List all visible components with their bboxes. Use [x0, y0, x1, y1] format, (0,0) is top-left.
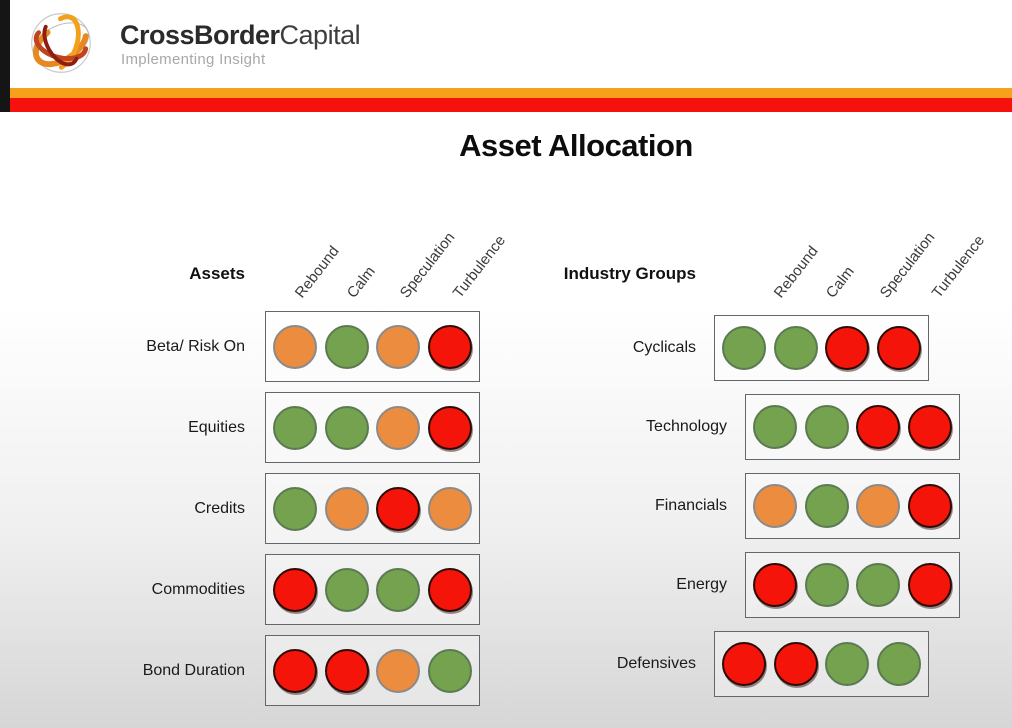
signal-circle-green: [856, 563, 901, 607]
signal-circle-green: [324, 567, 369, 612]
row-label: Commodities: [151, 580, 245, 598]
signal-circle-green: [273, 486, 318, 531]
signal-circle-red: [773, 642, 818, 686]
row-label: Defensives: [616, 655, 696, 672]
signal-circle-green: [804, 484, 849, 528]
signal-circle-red: [825, 326, 870, 370]
regime-label-rebound: Rebound: [770, 242, 822, 302]
signal-circle-red: [753, 563, 798, 607]
signal-circle-green: [773, 326, 818, 370]
signal-circle-red: [427, 567, 472, 612]
logo-tagline: Implementing Insight: [121, 51, 266, 68]
signal-circle-orange: [273, 324, 318, 369]
signal-circle-orange: [376, 405, 421, 450]
matrix-row: Technology: [481, 394, 960, 460]
signal-circle-red: [376, 486, 421, 531]
signal-box: [745, 394, 960, 460]
row-label: Credits: [194, 499, 245, 517]
industry-groups-header: Industry Groups: [563, 264, 696, 283]
signal-circle-green: [825, 642, 870, 686]
matrix-row: Financials: [481, 473, 960, 539]
matrix-row: Energy: [481, 552, 960, 618]
signal-box: [265, 554, 480, 625]
signal-box: [714, 631, 929, 697]
regime-label-calm: Calm: [822, 263, 858, 302]
signal-circle-red: [856, 405, 901, 449]
row-label: Energy: [676, 576, 727, 593]
signal-circle-green: [753, 405, 798, 449]
signal-circle-red: [273, 567, 318, 612]
signal-box: [265, 311, 480, 382]
signal-circle-orange: [427, 486, 472, 531]
row-label: Equities: [188, 418, 245, 436]
screen-edge-strip: [0, 0, 10, 112]
company-logo: CrossBorderCapital Implementing Insight: [22, 4, 382, 82]
signal-circle-red: [907, 484, 952, 528]
signal-circle-red: [273, 648, 318, 693]
logo-wordmark: CrossBorderCapital: [120, 20, 361, 51]
signal-circle-orange: [376, 648, 421, 693]
assets-matrix: Beta/ Risk On Equities Credits Commodities B…: [0, 311, 480, 706]
page-title: Asset Allocation: [459, 128, 693, 163]
row-label: Cyclicals: [632, 339, 696, 356]
signal-circle-red: [907, 563, 952, 607]
logo-swirl-icon: [31, 13, 91, 73]
row-label: Technology: [646, 418, 727, 435]
signal-circle-green: [376, 567, 421, 612]
signal-box: [714, 315, 929, 381]
industry-groups-matrix: Cyclicals Technology Financials Energy Defen…: [450, 315, 960, 697]
header-stripe-red: [10, 98, 1012, 112]
header-stripe-orange: [10, 88, 1012, 98]
signal-circle-red: [876, 326, 921, 370]
signal-circle-red: [907, 405, 952, 449]
regime-label-rebound: Rebound: [291, 242, 343, 302]
matrix-row: Equities: [0, 392, 480, 463]
signal-box: [265, 392, 480, 463]
matrix-row: Commodities: [0, 554, 480, 625]
row-label: Financials: [654, 497, 727, 514]
signal-circle-green: [876, 642, 921, 686]
signal-circle-red: [427, 405, 472, 450]
signal-circle-green: [273, 405, 318, 450]
matrix-row: Defensives: [450, 631, 960, 697]
signal-circle-green: [804, 563, 849, 607]
assets-header: Assets: [189, 264, 245, 283]
signal-circle-orange: [856, 484, 901, 528]
signal-circle-orange: [324, 486, 369, 531]
signal-box: [745, 473, 960, 539]
matrix-row: Beta/ Risk On: [0, 311, 480, 382]
signal-circle-red: [722, 642, 767, 686]
matrix-row: Credits: [0, 473, 480, 544]
signal-circle-green: [324, 324, 369, 369]
signal-circle-orange: [376, 324, 421, 369]
signal-circle-orange: [753, 484, 798, 528]
signal-circle-green: [722, 326, 767, 370]
signal-circle-red: [427, 324, 472, 369]
regime-label-calm: Calm: [343, 263, 379, 302]
matrix-row: Bond Duration: [0, 635, 480, 706]
row-label: Bond Duration: [142, 661, 245, 679]
signal-circle-green: [427, 648, 472, 693]
signal-box: [265, 473, 480, 544]
signal-box: [265, 635, 480, 706]
brand-name-light: Capital: [279, 20, 361, 50]
signal-circle-green: [324, 405, 369, 450]
signal-box: [745, 552, 960, 618]
regime-label-turbulence: Turbulence: [928, 232, 989, 302]
signal-circle-green: [804, 405, 849, 449]
matrix-row: Cyclicals: [450, 315, 960, 381]
brand-name-bold: CrossBorder: [120, 20, 280, 50]
row-label: Beta/ Risk On: [146, 337, 245, 355]
signal-circle-red: [324, 648, 369, 693]
